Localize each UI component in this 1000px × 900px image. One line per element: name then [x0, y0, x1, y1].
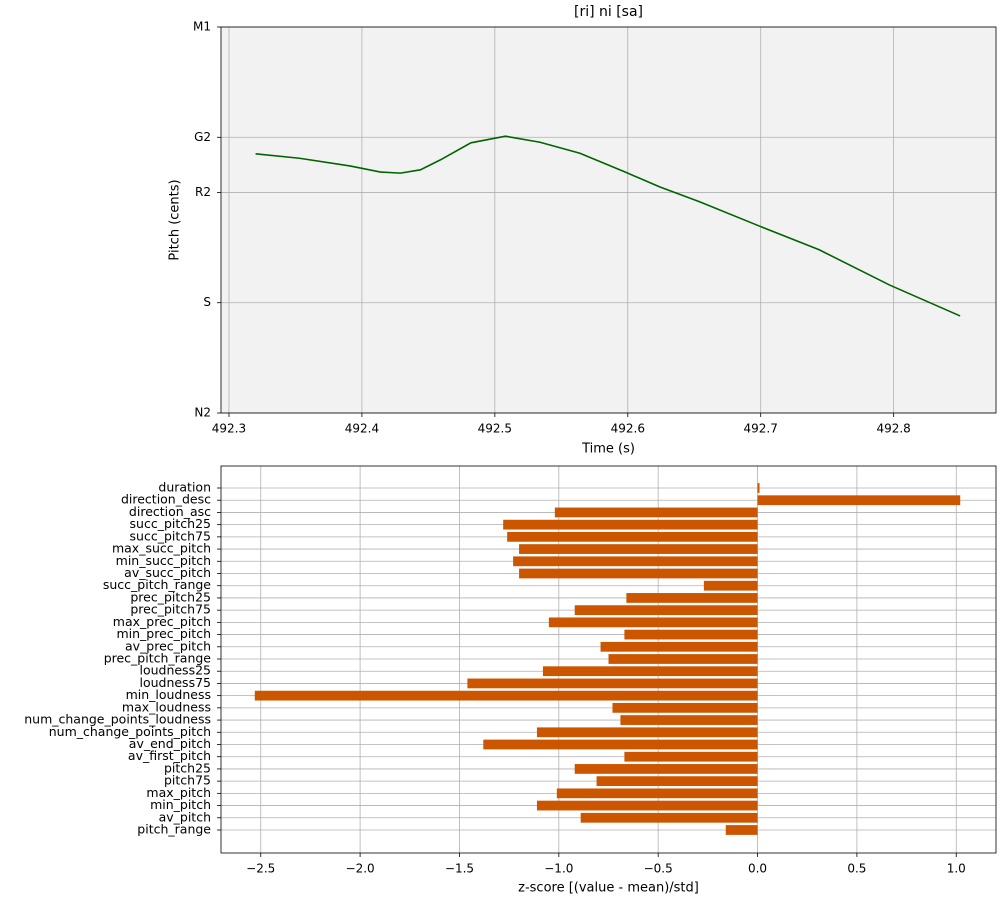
- y-tick-label: num_change_points_loudness: [24, 712, 211, 727]
- x-tick-label: 492.5: [478, 422, 512, 436]
- pitch-line: [255, 135, 961, 317]
- x-tick-label: 492.7: [744, 422, 778, 436]
- y-tick-label: succ_pitch75: [130, 528, 211, 543]
- plot-frame: [220, 26, 997, 414]
- y-tick-label: av_pitch: [159, 809, 211, 824]
- bar: [513, 556, 758, 567]
- bar: [626, 593, 758, 603]
- y-tick-label: min_loudness: [126, 687, 211, 702]
- plot-frame: [220, 465, 997, 854]
- bar: [725, 825, 758, 835]
- y-tick-label: min_pitch: [150, 797, 211, 812]
- bar: [542, 666, 758, 677]
- x-tick-label: −0.5: [644, 862, 673, 876]
- bar: [467, 678, 758, 689]
- bar: [600, 641, 758, 652]
- y-tick-label: av_first_pitch: [128, 748, 211, 763]
- y-tick-label: prec_pitch_range: [104, 651, 212, 666]
- y-tick-label: num_change_points_pitch: [49, 724, 211, 739]
- bar: [519, 544, 758, 554]
- y-tick-label: succ_pitch_range: [103, 577, 211, 592]
- x-tick-label: −2.0: [346, 862, 375, 876]
- y-tick-label: min_succ_pitch: [116, 553, 211, 568]
- bar: [554, 507, 758, 518]
- x-tick-label: 492.8: [876, 422, 910, 436]
- bar: [624, 629, 758, 640]
- chart-title: [ri] ni [sa]: [574, 4, 643, 20]
- y-tick-label: prec_pitch75: [130, 602, 211, 617]
- x-axis-label: Time (s): [581, 442, 635, 457]
- y-tick-label: pitch75: [164, 773, 211, 788]
- bar: [574, 605, 758, 616]
- x-tick-label: −2.5: [246, 862, 275, 876]
- x-tick-label: 492.3: [212, 422, 246, 436]
- y-tick-label: succ_pitch25: [130, 516, 211, 531]
- x-axis-label: z-score [(value - mean)/std]: [518, 881, 699, 896]
- bar: [596, 776, 758, 787]
- bar: [620, 715, 758, 725]
- y-tick-label: direction_desc: [121, 492, 211, 507]
- y-tick-label: pitch25: [164, 760, 211, 775]
- y-tick-label: min_prec_pitch: [116, 626, 211, 641]
- x-tick-label: 1.0: [947, 862, 966, 876]
- bar: [612, 702, 758, 713]
- y-tick-label: G2: [194, 130, 211, 144]
- y-tick-label: loudness75: [139, 675, 211, 690]
- bar: [503, 519, 758, 530]
- y-tick-label: pitch_range: [137, 822, 211, 837]
- y-axis-label: Pitch (cents): [168, 179, 183, 260]
- x-tick-label: 0.5: [847, 862, 866, 876]
- plot-background: [221, 27, 996, 413]
- bar: [536, 727, 758, 738]
- y-tick-label: max_loudness: [122, 699, 211, 714]
- y-tick-label: M1: [193, 20, 211, 34]
- y-tick-label: N2: [194, 406, 211, 420]
- bar: [580, 812, 758, 823]
- y-tick-label: direction_asc: [129, 504, 211, 519]
- bar: [608, 654, 758, 664]
- y-tick-label: S: [203, 295, 211, 309]
- bar: [507, 531, 758, 542]
- x-tick-label: 492.4: [345, 422, 379, 436]
- x-tick-label: 0.0: [748, 862, 767, 876]
- bar: [548, 617, 758, 628]
- bar: [574, 764, 758, 774]
- bar: [757, 495, 961, 506]
- bar: [254, 690, 758, 701]
- bar: [536, 800, 758, 811]
- y-tick-label: duration: [158, 480, 211, 495]
- y-tick-label: max_pitch: [146, 785, 211, 800]
- y-tick-label: prec_pitch25: [130, 589, 211, 604]
- y-tick-label: av_succ_pitch: [124, 565, 211, 580]
- y-tick-label: av_end_pitch: [129, 736, 211, 751]
- bar: [624, 751, 758, 762]
- y-tick-label: R2: [195, 185, 211, 199]
- bar: [519, 568, 758, 579]
- y-tick-label: loudness25: [139, 663, 211, 678]
- bar: [703, 580, 758, 591]
- bar: [483, 739, 758, 750]
- x-tick-label: 492.6: [611, 422, 645, 436]
- y-tick-label: max_succ_pitch: [112, 541, 211, 556]
- bar: [556, 788, 758, 799]
- y-tick-label: max_prec_pitch: [113, 614, 211, 629]
- x-tick-label: −1.5: [445, 862, 474, 876]
- bar: [757, 483, 760, 493]
- x-tick-label: −1.0: [544, 862, 573, 876]
- y-tick-label: av_prec_pitch: [125, 638, 211, 653]
